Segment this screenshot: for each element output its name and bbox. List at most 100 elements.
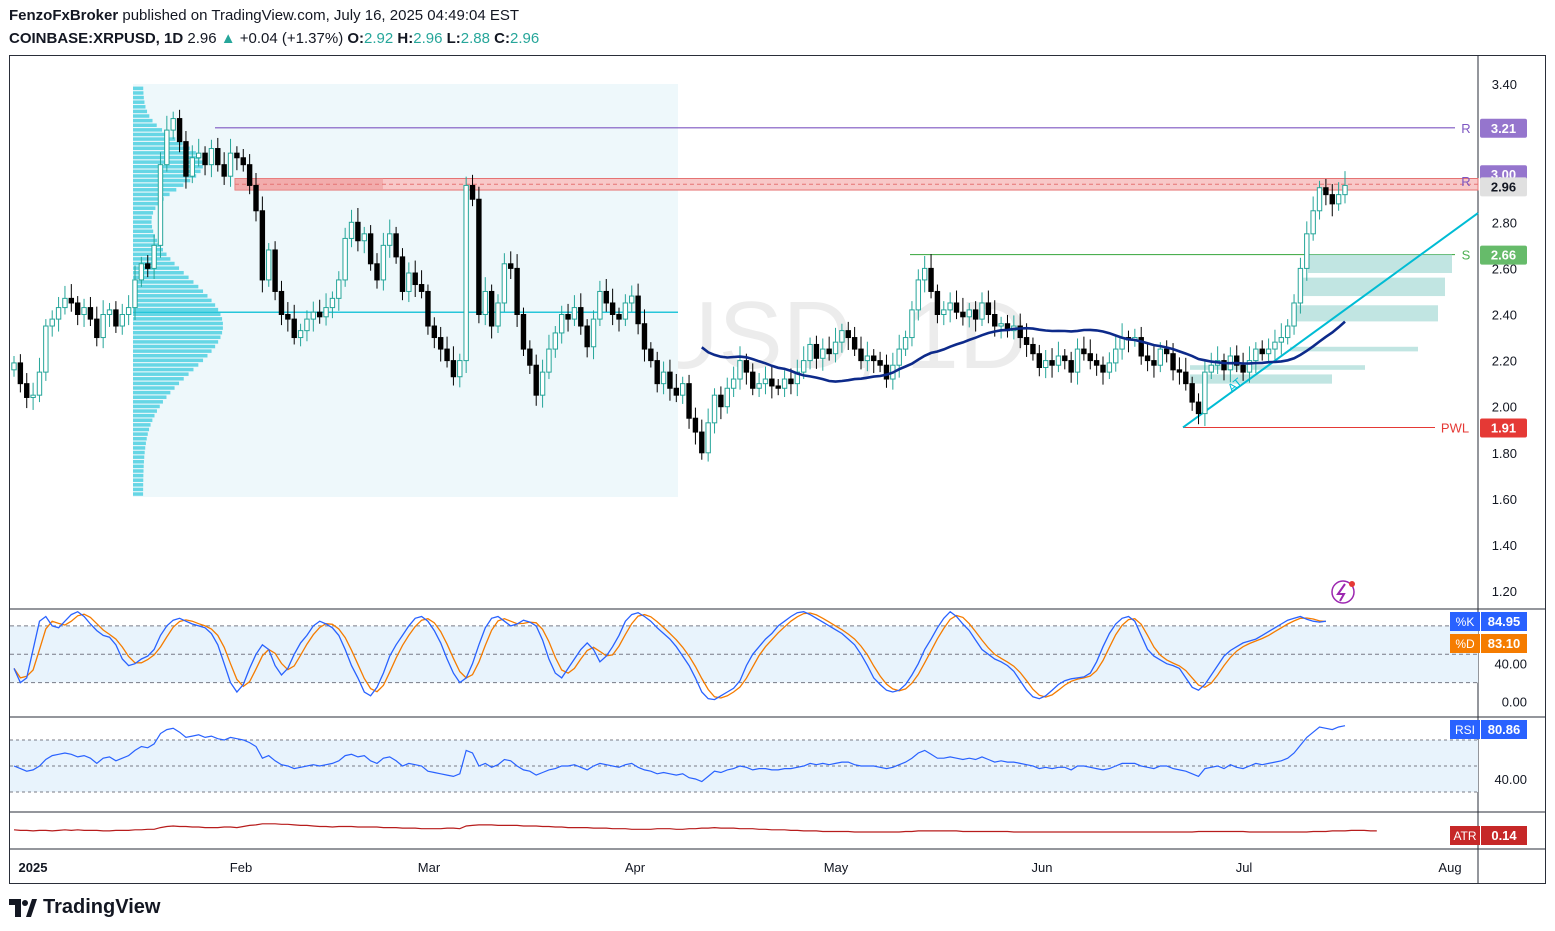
volume-profile-bar bbox=[133, 174, 197, 178]
volume-profile-bar bbox=[133, 326, 223, 330]
price-tick: 3.40 bbox=[1492, 77, 1517, 92]
candle-body bbox=[1208, 364, 1214, 373]
volume-profile-bar bbox=[133, 432, 148, 436]
pwl-label: PWL bbox=[1441, 420, 1469, 435]
candle-body bbox=[215, 148, 221, 166]
price-tick: 1.60 bbox=[1492, 492, 1517, 507]
demand-zone bbox=[1290, 346, 1418, 352]
volume-profile-bar bbox=[133, 483, 144, 487]
candle-body bbox=[202, 152, 208, 166]
author-name: FenzoFxBroker bbox=[9, 7, 119, 24]
candle-body bbox=[24, 383, 30, 398]
volume-profile-bar bbox=[133, 100, 145, 104]
candle-body bbox=[1221, 360, 1227, 371]
candle-body bbox=[208, 148, 215, 166]
candle-body bbox=[826, 348, 832, 355]
candle-body bbox=[730, 378, 737, 389]
tradingview-logo[interactable]: TradingView bbox=[9, 896, 160, 919]
candle-body bbox=[272, 249, 278, 292]
volume-profile-bar bbox=[133, 321, 223, 326]
volume-profile-bar bbox=[133, 86, 144, 91]
candle-body bbox=[476, 198, 482, 315]
volume-profile-bar bbox=[133, 220, 152, 224]
candle-body bbox=[183, 141, 189, 177]
price-tick: 1.80 bbox=[1492, 446, 1517, 461]
volume-profile-bar bbox=[133, 353, 208, 358]
candle-body bbox=[253, 184, 259, 212]
resistance-price-tag: 3.21 bbox=[1491, 121, 1516, 136]
candle-body bbox=[240, 157, 246, 166]
candle-body bbox=[762, 378, 769, 385]
close-label: C: bbox=[494, 30, 510, 47]
candle-body bbox=[1081, 348, 1087, 355]
rsi-value: 80.86 bbox=[1488, 722, 1521, 737]
stoch-tick: 0.00 bbox=[1502, 695, 1527, 710]
candle-body bbox=[418, 284, 425, 292]
candle-body bbox=[482, 290, 488, 316]
candle-body bbox=[743, 360, 750, 373]
volume-profile-bar bbox=[133, 400, 163, 404]
price-tick: 2.40 bbox=[1492, 308, 1517, 323]
candle-body bbox=[1329, 194, 1335, 205]
candle-body bbox=[800, 360, 807, 373]
volume-profile-bar bbox=[133, 372, 189, 376]
candle-body bbox=[1062, 355, 1068, 362]
rsi-line bbox=[13, 725, 1346, 783]
candle-body bbox=[501, 263, 508, 304]
volume-profile-bar bbox=[133, 284, 199, 289]
publish-line: FenzoFxBroker published on TradingView.c… bbox=[9, 7, 519, 24]
time-tick: Aug bbox=[1438, 860, 1461, 875]
candle-body bbox=[769, 378, 775, 387]
candle-body bbox=[909, 309, 915, 339]
candle-body bbox=[227, 152, 234, 177]
volume-profile-bar bbox=[133, 247, 164, 252]
volume-profile-bar bbox=[133, 211, 154, 215]
candle-body bbox=[558, 314, 565, 334]
candle-body bbox=[62, 297, 68, 309]
time-tick: Feb bbox=[230, 860, 252, 875]
candle-body bbox=[1246, 360, 1253, 373]
candle-body bbox=[393, 233, 399, 258]
price-tick: 2.60 bbox=[1492, 261, 1517, 276]
candle-body bbox=[622, 302, 629, 320]
volume-profile-bar bbox=[133, 303, 216, 307]
candle-body bbox=[234, 152, 240, 159]
volume-profile-bar bbox=[133, 473, 144, 478]
candle-body bbox=[138, 263, 145, 281]
candle-body bbox=[125, 307, 132, 315]
stoch-k-value-bg bbox=[1481, 612, 1527, 631]
candle-body bbox=[552, 332, 559, 350]
candle-body bbox=[546, 348, 552, 373]
candle-body bbox=[1055, 355, 1062, 366]
pwl-price-tag-bg bbox=[1480, 418, 1527, 438]
pwl-price-tag: 1.91 bbox=[1491, 420, 1516, 435]
candle-body bbox=[1297, 267, 1304, 304]
candle-body bbox=[297, 330, 304, 339]
candle-body bbox=[266, 249, 272, 281]
price-change: +0.04 (+1.37%) bbox=[239, 30, 344, 47]
candle-body bbox=[832, 341, 839, 355]
candle-body bbox=[463, 184, 469, 362]
volume-profile-bar bbox=[133, 252, 167, 257]
candle-body bbox=[1144, 355, 1151, 362]
volume-profile-bar bbox=[133, 330, 223, 335]
candle-body bbox=[724, 387, 730, 408]
volume-profile-bar bbox=[133, 317, 223, 321]
candle-body bbox=[520, 314, 527, 350]
candle-body bbox=[1087, 353, 1093, 362]
high-label: H: bbox=[397, 30, 414, 47]
candle-body bbox=[699, 431, 705, 454]
stoch-k-label-bg bbox=[1450, 612, 1480, 631]
resistance-label: R bbox=[1461, 174, 1470, 189]
candle-body bbox=[444, 348, 450, 362]
magic-icon[interactable] bbox=[1331, 580, 1355, 604]
candle-body bbox=[55, 307, 62, 320]
candle-body bbox=[858, 348, 864, 362]
candle-body bbox=[1176, 369, 1183, 373]
resistance-label: R bbox=[1461, 121, 1470, 136]
candle-body bbox=[100, 314, 106, 339]
stoch-d-label-bg bbox=[1450, 634, 1480, 653]
rsi-label-bg bbox=[1450, 720, 1480, 739]
volume-profile-bar bbox=[133, 123, 157, 127]
